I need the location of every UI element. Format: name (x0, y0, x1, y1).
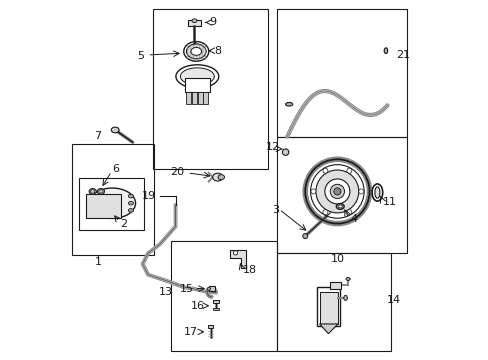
Bar (213, 300, 218, 303)
Circle shape (310, 189, 315, 194)
Ellipse shape (111, 127, 119, 133)
Ellipse shape (192, 19, 197, 22)
Bar (192, 92, 197, 104)
Text: 9: 9 (208, 18, 216, 27)
Ellipse shape (371, 184, 382, 201)
Text: 17: 17 (183, 327, 198, 337)
Ellipse shape (343, 296, 346, 300)
Ellipse shape (90, 190, 95, 193)
Circle shape (282, 149, 288, 156)
Ellipse shape (89, 188, 135, 219)
Bar (197, 92, 203, 104)
Polygon shape (230, 250, 246, 268)
Bar (276, 137, 406, 253)
Ellipse shape (99, 190, 103, 193)
Circle shape (302, 234, 307, 239)
Bar (207, 325, 213, 328)
Ellipse shape (212, 173, 222, 181)
Circle shape (315, 170, 358, 213)
Ellipse shape (218, 175, 224, 180)
Text: 7: 7 (94, 131, 102, 141)
Text: 3: 3 (272, 205, 279, 215)
Bar (153, 9, 267, 169)
Ellipse shape (345, 278, 349, 280)
Bar (276, 9, 406, 137)
Circle shape (333, 188, 340, 195)
Circle shape (322, 168, 327, 173)
Text: 20: 20 (169, 167, 183, 177)
Circle shape (329, 184, 344, 199)
Bar (213, 307, 218, 310)
Text: 11: 11 (382, 197, 396, 207)
Ellipse shape (128, 208, 133, 212)
Bar (184, 78, 209, 93)
Text: 14: 14 (386, 295, 400, 305)
Ellipse shape (128, 194, 133, 198)
Circle shape (310, 165, 364, 218)
Bar (203, 92, 208, 104)
Ellipse shape (97, 189, 104, 194)
Ellipse shape (285, 103, 292, 106)
Bar (276, 253, 390, 351)
Ellipse shape (337, 205, 342, 208)
Text: 2: 2 (120, 219, 127, 229)
Circle shape (358, 189, 363, 194)
Text: 10: 10 (330, 254, 345, 264)
Text: 16: 16 (191, 301, 205, 311)
Ellipse shape (206, 288, 210, 291)
Bar (85, 194, 121, 217)
Ellipse shape (128, 202, 133, 205)
Circle shape (324, 179, 349, 204)
Text: 21: 21 (395, 50, 409, 60)
Bar (80, 178, 143, 230)
Bar (186, 92, 191, 104)
Ellipse shape (336, 203, 344, 209)
Bar (188, 20, 201, 26)
Circle shape (233, 251, 237, 255)
Text: 19: 19 (142, 191, 156, 201)
Circle shape (346, 168, 351, 173)
Ellipse shape (186, 44, 205, 59)
Bar (316, 287, 340, 327)
Ellipse shape (374, 187, 379, 198)
Text: 12: 12 (265, 142, 280, 152)
Ellipse shape (384, 48, 387, 54)
Text: 13: 13 (159, 287, 173, 297)
Text: 6: 6 (112, 164, 119, 174)
Bar (329, 282, 340, 289)
Bar (208, 287, 215, 292)
Text: 4: 4 (349, 213, 357, 224)
Text: 5: 5 (137, 51, 143, 61)
Bar (72, 144, 154, 255)
Ellipse shape (183, 41, 208, 61)
Ellipse shape (190, 48, 201, 55)
Text: 1: 1 (94, 257, 102, 267)
Bar (170, 241, 276, 351)
Ellipse shape (176, 65, 218, 88)
Circle shape (346, 210, 351, 215)
Ellipse shape (89, 189, 96, 194)
Bar (319, 292, 337, 324)
Circle shape (305, 159, 369, 224)
Circle shape (322, 210, 327, 215)
Text: 18: 18 (243, 265, 257, 275)
Polygon shape (319, 324, 337, 334)
Ellipse shape (180, 68, 214, 85)
Text: 8: 8 (214, 46, 221, 56)
Text: 15: 15 (180, 284, 193, 294)
